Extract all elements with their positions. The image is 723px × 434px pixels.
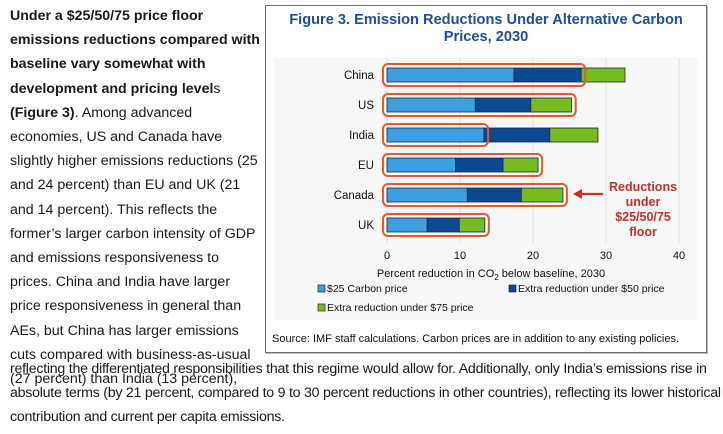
figure-box: Figure 3. Emission Reductions Under Alte…: [265, 5, 707, 353]
bar-segment: [426, 217, 460, 233]
legend-swatch: [317, 303, 326, 312]
bar-segment: [530, 97, 573, 113]
lead-sentence: Under a $25/50/75 price floor emissions …: [10, 8, 260, 97]
bar-segment: [466, 187, 522, 203]
floor-highlight-box: [382, 123, 490, 147]
x-tick-label: 10: [454, 250, 466, 262]
figure-title-line-1: Figure 3. Emission Reductions Under Alte…: [289, 12, 683, 28]
x-tick-label: 30: [600, 250, 612, 262]
paragraph-body: . Among advanced economies, US and Canad…: [10, 104, 258, 388]
bar-segment: [386, 67, 515, 83]
figure-title-line-2: Prices, 2030: [443, 29, 529, 45]
lead-tail: s: [213, 80, 221, 97]
bar-segment: [520, 187, 564, 203]
bar-chart: China US India EU Canada UK 0 10 20 30 40 Percent…: [274, 58, 698, 320]
floor-highlight-box: [382, 63, 587, 87]
bar-segment: [474, 97, 532, 113]
floor-highlight-box: [382, 213, 490, 237]
annotation-text: $25/50/75: [615, 210, 671, 224]
bar-segment: [386, 97, 476, 113]
floor-highlight-box: [382, 153, 544, 177]
bar-segment: [483, 127, 551, 143]
x-axis-label: Percent reduction in CO2 below baseline,…: [377, 268, 605, 282]
bar-segment: [502, 157, 539, 173]
category-label: Canada: [334, 190, 375, 202]
annotation-text: Reductions: [609, 180, 677, 194]
legend-label: Extra reduction under $50 price: [518, 283, 665, 295]
bar-segment: [386, 187, 468, 203]
floor-highlight-box: [382, 183, 568, 207]
figure-source-note: Source: IMF staff calculations. Carbon p…: [272, 333, 679, 345]
legend-label: $25 Carbon price: [327, 283, 408, 295]
legend-label: Extra reduction under $75 price: [327, 302, 474, 314]
category-label: EU: [358, 160, 374, 172]
annotation-text: under: [626, 195, 661, 209]
left-paragraph: Under a $25/50/75 price floor emissions …: [10, 4, 260, 391]
continued-paragraph: reflecting the differentiated responsibi…: [10, 361, 721, 426]
figure-title: Figure 3. Emission Reductions Under Alte…: [266, 12, 706, 46]
bar-segment: [549, 127, 599, 143]
x-tick-label: 20: [527, 250, 539, 262]
bar-segment: [458, 217, 486, 233]
figure-reference: (Figure 3): [10, 104, 75, 121]
category-label: India: [349, 130, 375, 142]
x-tick-label: 0: [384, 250, 390, 262]
category-label: China: [344, 70, 375, 82]
bar-segment: [580, 67, 626, 83]
x-tick-label: 40: [673, 250, 685, 262]
category-label: UK: [358, 220, 374, 232]
annotation-arrow-head: [572, 189, 582, 199]
floor-highlight-box: [382, 93, 577, 117]
bar-segment: [386, 157, 457, 173]
bar-segment: [513, 67, 582, 83]
legend-swatch: [317, 284, 326, 293]
bar-segment: [386, 127, 485, 143]
bar-segment: [455, 157, 504, 173]
category-label: US: [358, 100, 374, 112]
legend-swatch: [508, 284, 517, 293]
annotation-text: floor: [629, 225, 657, 239]
bar-segment: [386, 217, 428, 233]
